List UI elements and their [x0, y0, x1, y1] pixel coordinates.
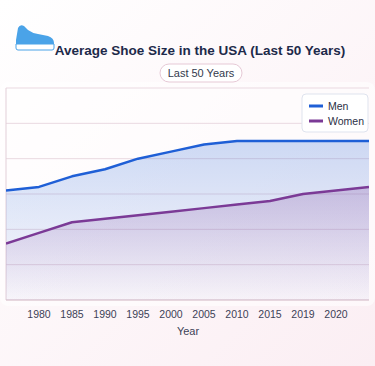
area-fill [6, 187, 369, 300]
legend-label: Men [328, 100, 349, 112]
x-tick-label: 1980 [27, 308, 51, 320]
area-fill [6, 141, 369, 300]
series-line [6, 187, 369, 244]
legend-swatch [309, 120, 323, 123]
title: Average Shoe Size in the USA (Last 50 Ye… [55, 43, 346, 58]
series-line [6, 141, 369, 190]
background [0, 0, 375, 366]
legend-box [302, 94, 368, 132]
x-tick-label: 1985 [60, 308, 84, 320]
x-tick-label: 2005 [192, 308, 216, 320]
plot-area [6, 141, 369, 300]
shoe-sole [16, 44, 54, 50]
x-tick-label: 2020 [324, 308, 348, 320]
shoe-icon [16, 25, 54, 50]
x-tick-label: 2000 [159, 308, 183, 320]
x-tick-label: 1995 [126, 308, 150, 320]
subtitle: Last 50 Years [168, 67, 235, 79]
shoe-body [16, 25, 54, 46]
legend-swatch [309, 105, 323, 108]
x-tick-label: 2015 [258, 308, 282, 320]
legend: Men Women [302, 94, 368, 132]
subtitle-pill [160, 64, 242, 82]
grid-line [6, 88, 369, 89]
legend-label: Women [328, 115, 364, 127]
plot-panel [0, 82, 375, 306]
x-tick-label: 1990 [93, 308, 117, 320]
x-tick-label: 2010 [225, 308, 249, 320]
x-axis-label: Year [177, 325, 200, 337]
x-tick-label: 2019 [291, 308, 315, 320]
chart-root: Average Shoe Size in the USA (Last 50 Ye… [0, 0, 375, 366]
